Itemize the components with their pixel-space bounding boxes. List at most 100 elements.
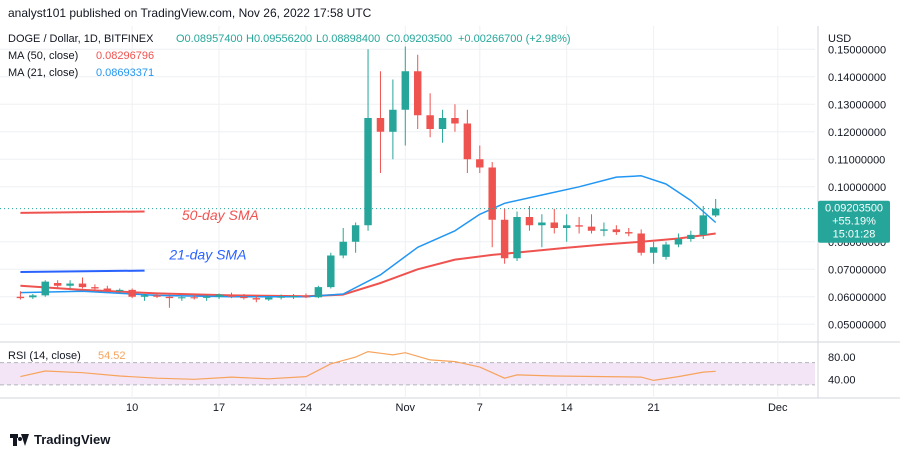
ma50-legend-label: MA (50, close) <box>8 50 78 62</box>
date-tick-label: 14 <box>561 402 573 414</box>
date-tick-label: 7 <box>477 402 483 414</box>
publisher-line: analyst101 published on TradingView.com,… <box>8 6 372 20</box>
candle-body <box>53 283 62 286</box>
axis-layer: 0.15000000 0.14000000 0.13000000 0.12000000… <box>126 44 886 414</box>
price-tick-label: 0.13000000 <box>828 99 886 111</box>
candle-body <box>575 225 583 227</box>
candle-body <box>699 215 707 235</box>
last-price-value: 0.09203500 <box>825 203 883 215</box>
last-price-change: +55.19% <box>832 216 876 228</box>
price-tick-label: 0.07000000 <box>828 264 886 276</box>
ohlc-change: +0.00266700 (+2.98%) <box>458 33 571 45</box>
rsi-line <box>20 350 716 382</box>
price-tick-label: 0.05000000 <box>828 319 886 331</box>
candle-body <box>612 229 621 233</box>
candle-body <box>525 217 534 226</box>
ohlc-low: L0.08898400 <box>316 33 380 45</box>
candle-body <box>562 225 571 228</box>
candle-body <box>662 244 670 257</box>
date-tick-label: 17 <box>213 402 225 414</box>
candle-body <box>91 287 99 289</box>
candle-body <box>252 298 261 300</box>
candle-body <box>103 288 112 291</box>
candle-body <box>687 234 695 239</box>
annotation-line <box>20 269 145 273</box>
candle-body <box>364 118 372 226</box>
candle-body <box>600 229 608 231</box>
candle-body <box>351 225 360 242</box>
ohlc-close: C0.09203500 <box>386 33 452 45</box>
candle-body <box>513 217 521 259</box>
candle-body <box>538 222 546 226</box>
candle-body <box>426 115 434 129</box>
candle-body <box>215 294 223 297</box>
rsi-tick-label: 80.00 <box>828 352 856 364</box>
bar-countdown: 15:01:28 <box>833 229 876 241</box>
candle-body <box>289 296 298 298</box>
candle-body <box>302 296 310 298</box>
price-label-layer: 0.09203500 +55.19% 15:01:28 <box>818 200 890 243</box>
price-tick-label: 0.06000000 <box>828 292 886 304</box>
candle-body <box>488 167 496 220</box>
currency-label: USD <box>828 33 851 45</box>
candle-body <box>140 295 149 297</box>
price-tick-label: 0.14000000 <box>828 72 886 84</box>
ma21-legend-label: MA (21, close) <box>8 67 78 79</box>
candle-body <box>66 283 74 286</box>
date-tick-label: 10 <box>126 402 138 414</box>
chart-svg[interactable]: 50-day SMA 21-day SMA 0.15000000 0.1400000… <box>0 26 900 426</box>
chart-area[interactable]: 50-day SMA 21-day SMA 0.15000000 0.1400000… <box>0 26 900 426</box>
candle-body <box>16 296 25 299</box>
candle-body <box>463 123 472 160</box>
rsi-legend-label: RSI (14, close) <box>8 350 81 362</box>
candle-body <box>401 71 410 110</box>
ohlc-high: H0.09556200 <box>246 33 312 45</box>
candle-body <box>438 118 447 129</box>
candle-body <box>625 232 633 234</box>
date-tick-label: 24 <box>300 402 312 414</box>
ma50-line <box>20 232 716 298</box>
candle-body <box>190 297 198 299</box>
annotation-label: 21-day SMA <box>168 247 246 263</box>
candle-body <box>165 296 174 299</box>
rsi-layer <box>20 350 716 382</box>
candle-body <box>78 283 87 288</box>
candle-body <box>413 71 422 116</box>
candle-body <box>711 208 720 216</box>
rsi-legend-value: 54.52 <box>98 350 126 362</box>
candle-body <box>128 289 136 297</box>
candle-body <box>500 219 509 259</box>
candle-body <box>202 296 211 298</box>
tradingview-footer[interactable]: TradingView <box>10 432 110 447</box>
ma50-legend-value: 0.08296796 <box>96 50 154 62</box>
price-tick-label: 0.12000000 <box>828 127 886 139</box>
candle-body <box>153 295 161 297</box>
ma21-legend-value: 0.08693371 <box>96 67 154 79</box>
candle-body <box>178 297 186 299</box>
legend-layer: DOGE / Dollar, 1D, BITFINEX O0.08957400 … <box>8 33 851 362</box>
rsi-tick-label: 40.00 <box>828 374 856 386</box>
candle-body <box>277 296 285 298</box>
candle-body <box>29 295 37 298</box>
candle-body <box>637 233 645 253</box>
candle-body <box>389 109 397 132</box>
candle-body <box>327 255 335 288</box>
annotation-line <box>20 210 145 214</box>
candle-body <box>376 118 385 132</box>
candle-body <box>264 297 273 300</box>
date-tick-label: 21 <box>647 402 659 414</box>
candle-body <box>451 118 459 124</box>
symbol-line: DOGE / Dollar, 1D, BITFINEX <box>8 33 154 45</box>
date-tick-label: Dec <box>768 402 788 414</box>
candle-body <box>550 222 559 228</box>
candle-body <box>476 159 484 168</box>
candle-body <box>587 226 596 231</box>
annotation-label: 50-day SMA <box>182 207 259 223</box>
candle-body <box>116 289 124 291</box>
price-tick-label: 0.11000000 <box>828 154 885 166</box>
tradingview-logo-icon <box>10 433 29 446</box>
candle-body <box>674 239 683 245</box>
date-tick-label: Nov <box>396 402 416 414</box>
candle-body <box>41 281 49 296</box>
candle-body <box>649 247 658 253</box>
